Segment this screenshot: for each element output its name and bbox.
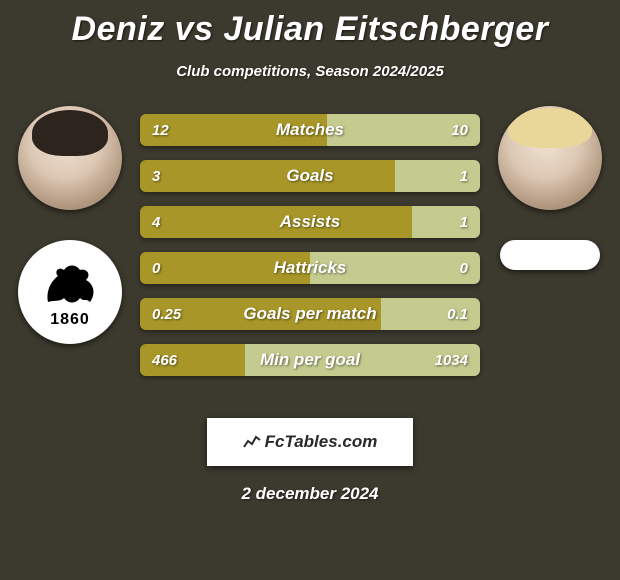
club-badge-right <box>500 240 600 270</box>
stat-bar-left <box>140 160 395 192</box>
stat-value-left: 3 <box>152 160 160 192</box>
left-player-column: 1860 <box>10 106 130 344</box>
stat-value-right: 1034 <box>435 344 468 376</box>
stat-value-left: 0 <box>152 252 160 284</box>
stat-bars: Matches1210Goals31Assists41Hattricks00Go… <box>140 114 480 376</box>
stat-value-right: 10 <box>451 114 468 146</box>
page-title: Deniz vs Julian Eitschberger <box>0 0 620 49</box>
stat-value-left: 466 <box>152 344 177 376</box>
comparison-panel: 1860 Matches1210Goals31Assists41Hattrick… <box>0 106 620 406</box>
stat-value-right: 0.1 <box>447 298 468 330</box>
stat-value-right: 0 <box>460 252 468 284</box>
stat-row: Goals31 <box>140 160 480 192</box>
stat-row: Assists41 <box>140 206 480 238</box>
stat-value-left: 4 <box>152 206 160 238</box>
right-player-column <box>490 106 610 270</box>
stat-row: Matches1210 <box>140 114 480 146</box>
stat-value-right: 1 <box>460 206 468 238</box>
stat-bar-left <box>140 252 310 284</box>
stat-bar-left <box>140 206 412 238</box>
stat-value-left: 0.25 <box>152 298 181 330</box>
stat-row: Hattricks00 <box>140 252 480 284</box>
chart-icon <box>243 433 261 451</box>
date-text: 2 december 2024 <box>0 484 620 504</box>
stat-bar-right <box>412 206 480 238</box>
source-badge: FcTables.com <box>207 418 413 466</box>
stat-value-right: 1 <box>460 160 468 192</box>
stat-row: Min per goal4661034 <box>140 344 480 376</box>
source-text: FcTables.com <box>265 432 378 452</box>
stat-row: Goals per match0.250.1 <box>140 298 480 330</box>
lion-icon <box>40 255 100 315</box>
player-avatar-right <box>498 106 602 210</box>
club-badge-left: 1860 <box>18 240 122 344</box>
stat-value-left: 12 <box>152 114 169 146</box>
club-year-left: 1860 <box>50 311 90 329</box>
player-avatar-left <box>18 106 122 210</box>
stat-bar-right <box>310 252 480 284</box>
subtitle: Club competitions, Season 2024/2025 <box>0 63 620 80</box>
